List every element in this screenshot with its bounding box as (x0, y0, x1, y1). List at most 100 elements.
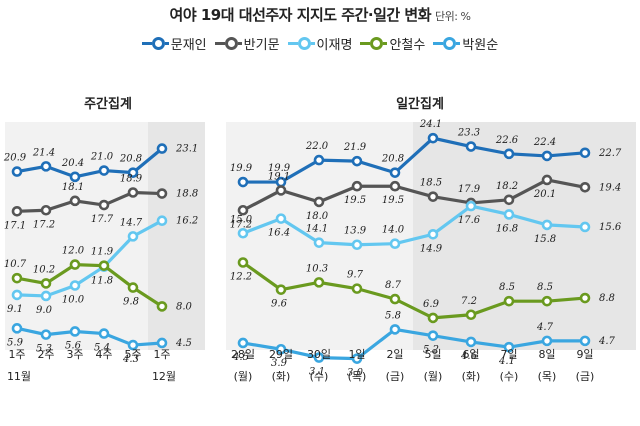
x-tick-label: 5주 (124, 348, 141, 361)
data-point (427, 191, 439, 202)
data-label: 18.1 (62, 182, 84, 193)
data-label: 17.1 (4, 220, 26, 231)
data-label: 18.2 (496, 181, 518, 192)
series-4: 10.7 10.2 12.0 11.9 9.8 8.0 (4, 246, 193, 313)
data-label: 12.2 (230, 272, 252, 283)
data-label: 5.8 (385, 310, 401, 321)
data-label: 17.2 (230, 219, 252, 230)
panel-title: 주간집계 (84, 96, 132, 112)
legend-label: 문재인 (170, 38, 207, 53)
series-1: 20.9 21.4 20.4 21.0 20.8 23.1 (3, 143, 198, 183)
data-label: 7.2 (461, 296, 477, 307)
series-5: 4.5 3.9 3.1 3.0 5.8 5.2 4.6 4.1 4.7 4.7 (232, 310, 615, 378)
data-label: 4.5 (175, 338, 192, 349)
data-label: 9.8 (123, 297, 139, 308)
data-label: 23.1 (175, 144, 198, 155)
data-point (69, 195, 81, 207)
data-point (40, 278, 52, 289)
data-point (313, 237, 325, 248)
weekday-label: (목) (538, 370, 557, 383)
data-label: 21.9 (343, 142, 367, 153)
data-label: 8.5 (537, 282, 553, 293)
data-point (98, 260, 110, 271)
legend-label: 박원순 (462, 38, 499, 53)
data-point (275, 284, 287, 295)
data-point (427, 228, 439, 240)
legend-item-moon: 문재인 (141, 34, 207, 53)
legend-item-park: 박원순 (433, 34, 498, 53)
data-label: 16.2 (176, 216, 198, 227)
data-label: 14.1 (306, 224, 328, 235)
weekly-panel: 주간집계 20.9 21.4 20.4 21.0 20.8 23.1 17.1 17.2 18.1… (3, 96, 205, 383)
data-point (351, 283, 363, 294)
series-line (243, 136, 586, 184)
data-label: 4.3 (122, 354, 139, 365)
data-point (465, 141, 477, 152)
data-point (98, 199, 110, 211)
data-label: 8.8 (599, 293, 615, 304)
data-point (98, 328, 110, 339)
data-label: 4.7 (598, 336, 616, 347)
x-tick-label: 8일 (538, 347, 555, 361)
data-point (313, 352, 325, 363)
data-point (351, 180, 363, 192)
data-label: 5.6 (65, 340, 82, 351)
month-label: 12월 (152, 370, 176, 383)
data-point (313, 154, 325, 166)
data-point (11, 289, 23, 301)
weekday-label: (금) (576, 370, 595, 383)
legend-swatch (433, 42, 444, 45)
series-2: 17.1 17.2 18.1 17.7 18.9 18.8 (4, 173, 198, 231)
x-tick-label: 9일 (576, 347, 593, 361)
legend-swatch (287, 42, 298, 45)
data-point (40, 329, 52, 340)
data-label: 10.2 (33, 264, 55, 275)
data-point (275, 343, 287, 355)
x-tick-label: 30일 (307, 347, 331, 361)
data-label: 18.0 (306, 211, 329, 222)
legend-marker (224, 37, 238, 50)
data-label: 12.0 (62, 246, 85, 257)
data-point (389, 238, 401, 249)
data-point (127, 167, 139, 178)
unit-label: 단위: % (435, 10, 471, 23)
legend: 문재인 반기문 이재명 안철수 박원순 (0, 34, 640, 53)
data-label: 17.6 (458, 215, 481, 226)
data-point (465, 200, 477, 212)
data-point (579, 335, 591, 347)
data-label: 5.2 (423, 345, 439, 356)
data-label: 22.0 (305, 141, 329, 152)
x-tick-label: 2주 (37, 348, 54, 361)
data-point (503, 194, 515, 206)
data-point (275, 213, 287, 224)
data-point (127, 187, 139, 198)
data-label: 17.9 (458, 184, 481, 195)
data-label: 10.3 (306, 263, 328, 274)
legend-item-ban: 반기문 (214, 34, 280, 53)
data-label: 16.4 (268, 228, 290, 239)
data-label: 3.0 (347, 368, 364, 379)
legend-label: 안철수 (389, 38, 426, 53)
daily-panel: 일간집계 19.9 19.9 22.0 21.9 20.8 24.1 23.3 22.6 22.4… (226, 96, 636, 383)
series-3: 15.0 16.4 14.1 13.9 14.0 14.9 17.6 16.8 15.8 15.6 (230, 200, 622, 254)
data-label: 20.1 (533, 189, 556, 200)
data-point (156, 215, 168, 227)
x-tick-label: 1주 (8, 348, 25, 361)
data-label: 15.8 (534, 234, 556, 245)
data-label: 17.2 (33, 219, 55, 230)
data-point (313, 277, 325, 288)
data-point (351, 353, 363, 364)
data-point (11, 272, 23, 284)
data-label: 21.0 (90, 152, 114, 163)
data-point (579, 147, 591, 159)
data-point (313, 196, 325, 208)
data-label: 19.9 (230, 163, 253, 174)
data-point (579, 292, 591, 304)
data-point (237, 204, 249, 216)
data-label: 19.4 (599, 182, 621, 193)
month-label: 11월 (7, 370, 31, 383)
data-label: 14.9 (420, 243, 443, 254)
data-label: 9.6 (271, 299, 288, 310)
x-tick-label: 1주 (153, 348, 170, 361)
